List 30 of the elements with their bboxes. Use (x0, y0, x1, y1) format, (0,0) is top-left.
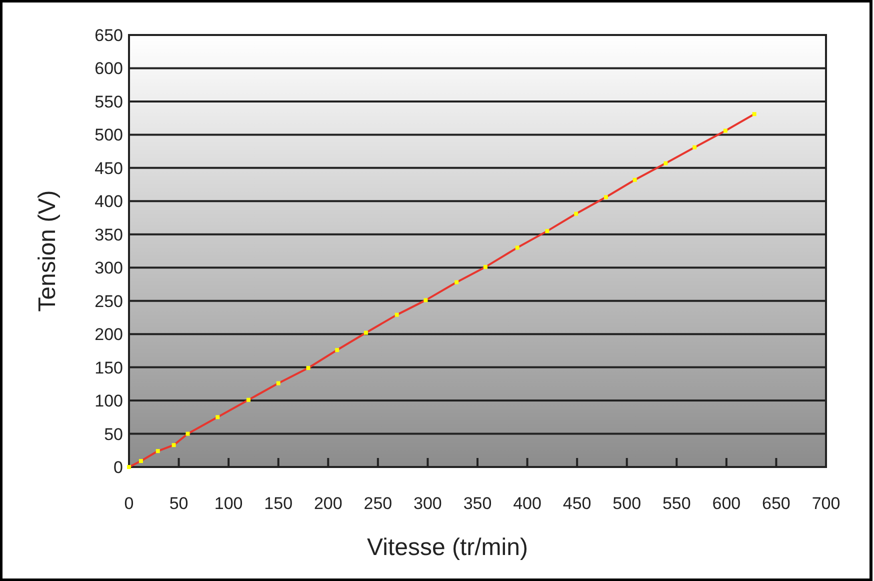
y-tick-label: 200 (94, 325, 123, 344)
y-tick-label: 500 (94, 126, 123, 145)
x-tick-label: 250 (364, 494, 392, 513)
y-tick-label: 100 (94, 392, 123, 411)
x-tick-label: 450 (562, 494, 592, 513)
y-tick-label: 350 (94, 225, 123, 244)
x-tick-label: 100 (214, 494, 243, 513)
y-tick-label: 600 (94, 59, 123, 78)
y-tick-label: 150 (94, 358, 123, 378)
y-tick-label: 250 (94, 292, 123, 311)
y-tick-label: 50 (104, 424, 123, 444)
x-tick-label: 50 (169, 494, 188, 513)
y-tick-label: 550 (94, 92, 123, 112)
y-tick-label: 650 (94, 26, 123, 45)
x-tick-label: 400 (513, 494, 542, 513)
x-axis-title: Vitesse (tr/min) (367, 534, 528, 561)
x-tick-label: 200 (314, 494, 342, 513)
x-tick-label: 350 (463, 494, 492, 513)
x-tick-label: 650 (762, 494, 790, 513)
x-tick-label: 600 (712, 494, 741, 513)
x-tick-label: 550 (662, 494, 691, 513)
x-tick-label: 500 (612, 494, 642, 513)
x-tick-label: 150 (264, 494, 293, 513)
x-tick-label: 700 (812, 494, 840, 513)
y-tick-label: 450 (94, 158, 123, 178)
y-tick-label: 0 (114, 458, 123, 477)
x-tick-label: 300 (414, 494, 442, 513)
y-axis-title: Tension (V) (34, 190, 61, 312)
y-tick-label: 400 (94, 192, 123, 212)
y-tick-label: 300 (94, 258, 123, 278)
